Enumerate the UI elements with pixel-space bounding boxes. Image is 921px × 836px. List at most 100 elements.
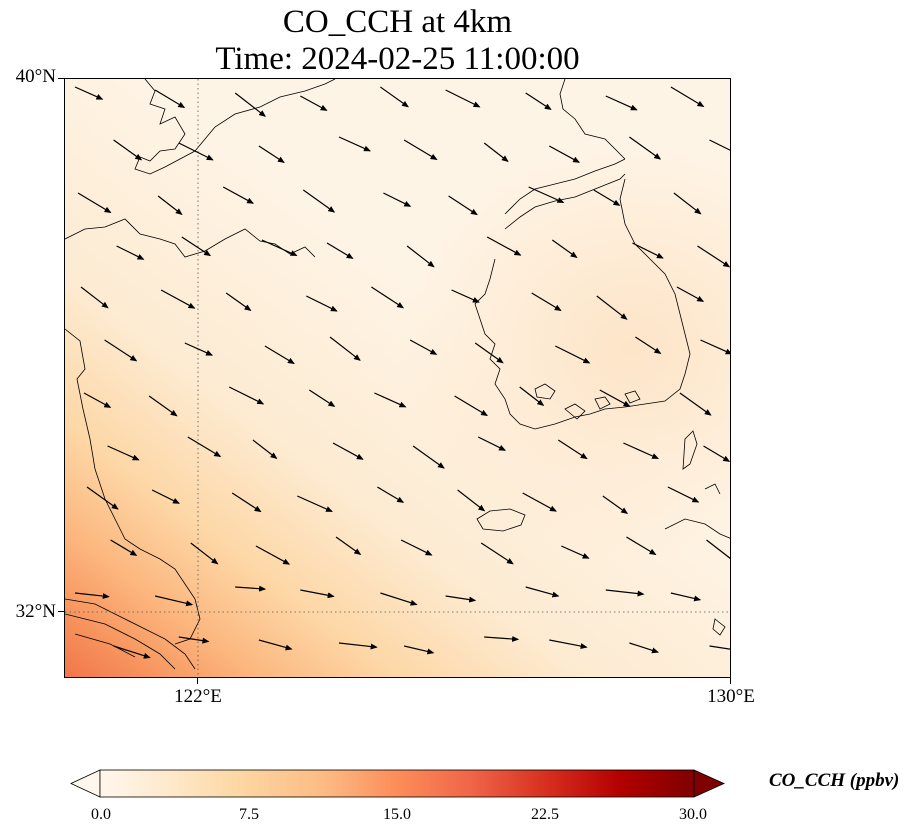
wind-arrow (629, 642, 659, 654)
wind-arrow (377, 486, 405, 503)
wind-arrow (74, 86, 104, 100)
wind-arrow (474, 342, 504, 364)
wind-arrow (667, 486, 700, 503)
wind-arrow (297, 495, 333, 513)
wind-arrow (596, 295, 628, 320)
coastlines (65, 79, 730, 670)
colorbar-tick-2: 15.0 (383, 806, 411, 823)
wind-arrow (549, 145, 580, 163)
wind-arrow (300, 589, 335, 599)
wind-arrow (83, 392, 112, 408)
wind-arrow (400, 539, 433, 556)
wind-arrow (374, 392, 407, 408)
wind-arrow (551, 239, 578, 258)
wind-arrow (445, 89, 481, 108)
wind-arrow (258, 639, 293, 651)
coastline-korea-north (559, 79, 626, 160)
coastline-jiangsu (65, 328, 201, 645)
wind-arrow (528, 186, 565, 204)
lon-label-122e: 122°E (174, 686, 222, 707)
wind-arrow (261, 239, 298, 257)
wind-arrow (403, 139, 438, 161)
wind-arrow (484, 635, 520, 642)
colorbar-under-extension (70, 769, 101, 798)
wind-arrow (338, 642, 378, 650)
wind-arrow (626, 536, 657, 556)
wind-arrow (329, 336, 361, 361)
coastline-liaodong (134, 79, 336, 175)
wind-arrow (178, 636, 210, 644)
colorbar-tick-0: 0.0 (91, 806, 111, 823)
colorbar-tick-3: 22.5 (531, 806, 559, 823)
wind-arrow (709, 645, 730, 650)
wind-arrow (80, 286, 109, 309)
wind-arrow (549, 639, 588, 650)
wind-arrow (676, 286, 705, 302)
wind-arrow (454, 395, 488, 417)
wind-arrow (113, 645, 151, 659)
wind-arrow (225, 292, 252, 311)
map-canvas (65, 79, 730, 677)
colorbar-ramp (99, 769, 695, 798)
wind-arrow (623, 442, 660, 460)
wind-arrow (148, 395, 178, 417)
colorbar-tick-1: 7.5 (239, 806, 259, 823)
colorbar-label: CO_CCH (ppbv) (769, 770, 900, 791)
wind-arrow (561, 545, 590, 559)
wind-arrow (380, 86, 409, 108)
wind-arrow (531, 292, 562, 312)
colorbar-tick-4: 30.0 (679, 806, 707, 823)
wind-arrow (234, 92, 266, 117)
wind-arrow (703, 445, 730, 462)
wind-arrow (602, 495, 629, 514)
wind-arrow (187, 436, 222, 458)
wind-arrow (335, 536, 362, 555)
wind-arrow (632, 242, 664, 259)
wind-arrow (477, 436, 506, 451)
wind-arrow (231, 492, 262, 513)
wind-arrow (255, 545, 291, 565)
wind-arrow (412, 445, 445, 469)
wind-arrow (113, 139, 143, 161)
wind-arrow (302, 189, 336, 213)
wind-arrow (679, 392, 712, 416)
lat-label-32n: 32°N (15, 601, 56, 622)
lon-tick-122e (197, 678, 198, 684)
wind-arrow (519, 386, 545, 407)
wind-arrow (184, 342, 214, 356)
wind-arrow (154, 89, 186, 109)
wind-arrow (555, 345, 591, 364)
wind-arrow (258, 145, 285, 163)
wind-arrow (110, 539, 138, 556)
wind-arrow (157, 195, 183, 216)
wind-arrow (409, 339, 438, 355)
wind-arrow (86, 486, 119, 510)
wind-arrow (525, 92, 552, 110)
wind-arrow (557, 439, 588, 460)
wind-arrow (228, 386, 265, 405)
wind-arrow (380, 592, 418, 606)
wind-arrow (670, 86, 705, 108)
wind-arrow (480, 542, 514, 565)
wind-arrow (154, 595, 194, 607)
wind-arrow (332, 442, 364, 460)
wind-arrow (673, 192, 702, 215)
wind-arrow (222, 186, 254, 204)
lat-tick-40n (58, 78, 64, 79)
wind-arrow (486, 236, 522, 256)
wind-arrow (593, 189, 621, 206)
map-title: CO_CCH at 4km (282, 4, 513, 40)
colorbar (70, 769, 725, 804)
gridlines (65, 79, 730, 677)
coastline-korea (474, 158, 691, 430)
coastline-korea-islands (534, 383, 641, 420)
wind-arrow (635, 336, 662, 354)
wind-arrow (629, 136, 662, 160)
wind-arrow (74, 592, 110, 600)
wind-arrow (326, 242, 354, 259)
map-time-subtitle: Time: 2024-02-25 11:00:00 (215, 41, 580, 77)
wind-arrow (709, 139, 730, 154)
lat-label-40n: 40°N (15, 66, 56, 87)
wind-arrow (306, 295, 338, 312)
wind-arrow (697, 245, 730, 268)
